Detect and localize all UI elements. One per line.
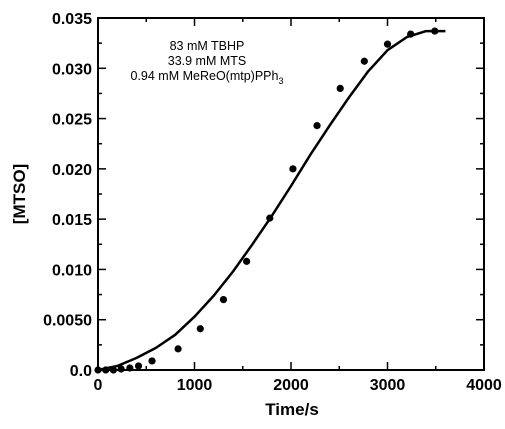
data-point	[148, 357, 156, 365]
y-axis-label: [MTSO]	[10, 164, 29, 224]
data-point	[243, 257, 251, 265]
data-point	[383, 40, 392, 48]
y-tick-label: 0.015	[52, 212, 92, 229]
data-point	[407, 30, 415, 38]
x-tick-label: 1000	[177, 377, 213, 394]
x-tick-label: 2000	[273, 377, 309, 394]
data-point	[289, 165, 297, 173]
y-tick-label: 0.025	[52, 112, 92, 129]
axes	[97, 17, 485, 371]
fit-curve	[97, 29, 446, 372]
data-point	[360, 57, 368, 65]
data-point	[313, 122, 321, 130]
data-point	[117, 365, 125, 373]
annotation-catalyst-subscript: 3	[278, 76, 283, 86]
annotation-tbhp: 83 mM TBHP	[170, 39, 245, 53]
annotation-block: 83 mM TBHP 33.9 mM MTS 0.94 mM MeReO(mtp…	[131, 39, 284, 86]
data-point	[196, 325, 204, 333]
data-point	[336, 84, 344, 92]
y-tick-label: 0.0	[70, 363, 92, 380]
annotation-catalyst: 0.94 mM MeReO(mtp)PPh3	[131, 69, 284, 86]
data-point	[134, 362, 143, 370]
x-tick-label: 4000	[466, 377, 502, 394]
y-tick-label: 0.020	[52, 162, 92, 179]
x-tick-label: 0	[94, 377, 103, 394]
y-tick-label: 0.0050	[43, 313, 92, 330]
data-point	[431, 27, 439, 35]
data-point	[219, 296, 228, 304]
x-axis-label: Time/s	[265, 400, 319, 419]
y-tick-label: 0.035	[52, 11, 92, 28]
data-point	[266, 214, 274, 222]
annotation-mts: 33.9 mM MTS	[168, 54, 247, 68]
annotation-catalyst-text: 0.94 mM MeReO(mtp)PPh	[131, 69, 279, 83]
y-tick-label: 0.030	[52, 61, 92, 78]
plot-area	[94, 27, 446, 374]
data-point	[174, 345, 182, 353]
x-tick-label: 3000	[370, 377, 406, 394]
y-tick-label: 0.010	[52, 262, 92, 279]
tick-labels: 0 1000 2000 3000 4000 0.0 0.0050 0.010 0.015 0.02…	[43, 11, 502, 394]
